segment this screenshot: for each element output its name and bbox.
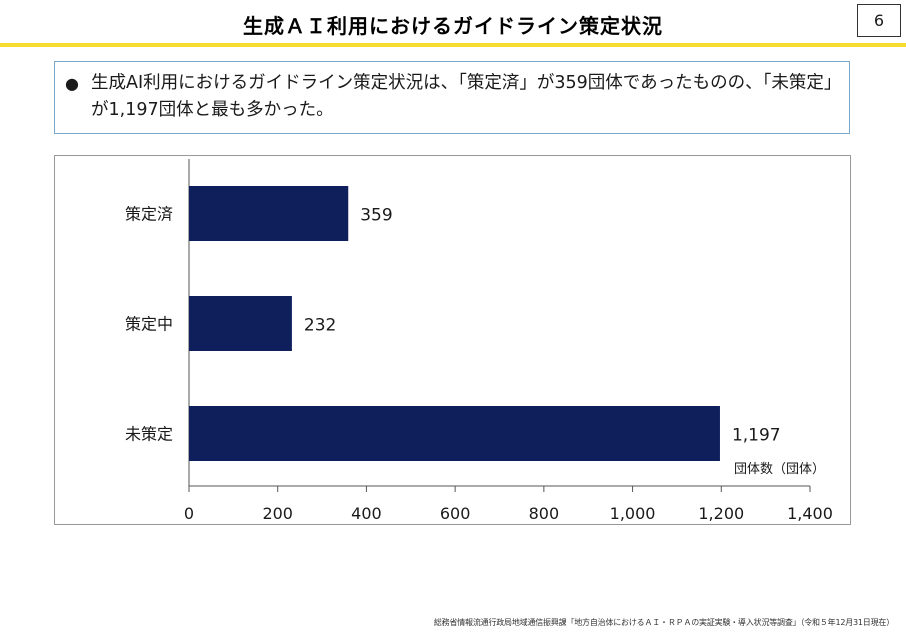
x-tick-label: 800 <box>529 504 560 523</box>
category-label: 策定済 <box>125 205 173 224</box>
category-label: 未策定 <box>125 425 173 444</box>
bar-chart: 0 200 400 600 800 1,000 1,200 1,400 策定済 359 策定中 232… <box>125 159 833 523</box>
x-axis-title: 団体数（団体） <box>734 462 825 477</box>
bar <box>189 186 349 241</box>
data-label: 232 <box>304 316 336 336</box>
x-tick-label: 600 <box>440 504 471 523</box>
page-number: 6 <box>857 4 901 37</box>
title-underline <box>0 43 906 47</box>
data-label: 359 <box>360 206 392 226</box>
x-tick-label: 0 <box>184 504 194 523</box>
data-label: 1,197 <box>732 426 781 446</box>
x-tick-label: 200 <box>262 504 293 523</box>
bar <box>189 406 720 461</box>
chart-panel: 0 200 400 600 800 1,000 1,200 1,400 策定済 359 策定中 232… <box>54 155 851 525</box>
x-tick-label: 400 <box>351 504 382 523</box>
x-tick-label: 1,000 <box>610 504 656 523</box>
x-tick-label: 1,200 <box>698 504 744 523</box>
bullet-icon: ● <box>65 74 79 93</box>
page-title: 生成ＡＩ利用におけるガイドライン策定状況 <box>243 14 663 38</box>
summary-box: ● 生成AI利用におけるガイドライン策定状況は、「策定済」が359団体であったも… <box>54 61 850 134</box>
x-tick-label: 1,400 <box>787 504 833 523</box>
category-label: 策定中 <box>125 315 173 334</box>
summary-text: 生成AI利用におけるガイドライン策定状況は、「策定済」が359団体であったものの… <box>91 73 842 120</box>
source-note: 総務省情報流通行政局地域通信振興課「地方自治体におけるＡＩ・ＲＰＡの実証実験・導… <box>433 618 894 627</box>
bar <box>189 296 292 351</box>
